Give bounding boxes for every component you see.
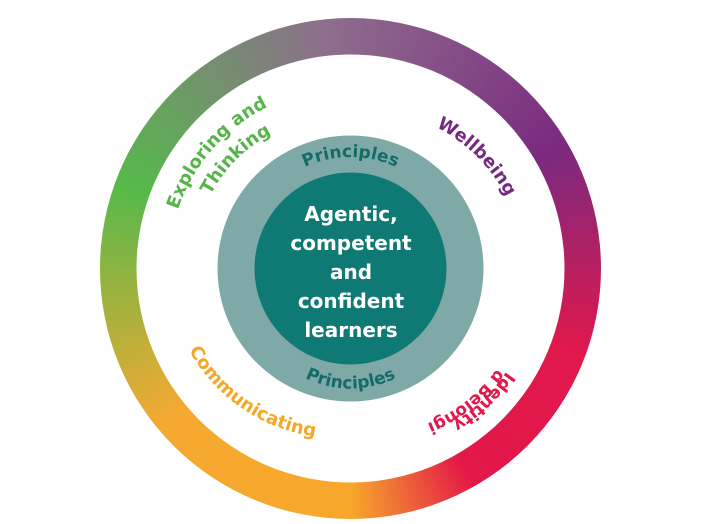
core-line-3: and: [329, 259, 373, 284]
core-line-1: Agentic,: [304, 201, 398, 226]
core-line-4: confident: [297, 288, 405, 313]
core-circle: [254, 172, 447, 365]
core-line-2: competent: [290, 230, 412, 255]
core-statement: Agentic, competent and confident learner…: [261, 197, 441, 347]
core-line-5: learners: [304, 317, 398, 342]
